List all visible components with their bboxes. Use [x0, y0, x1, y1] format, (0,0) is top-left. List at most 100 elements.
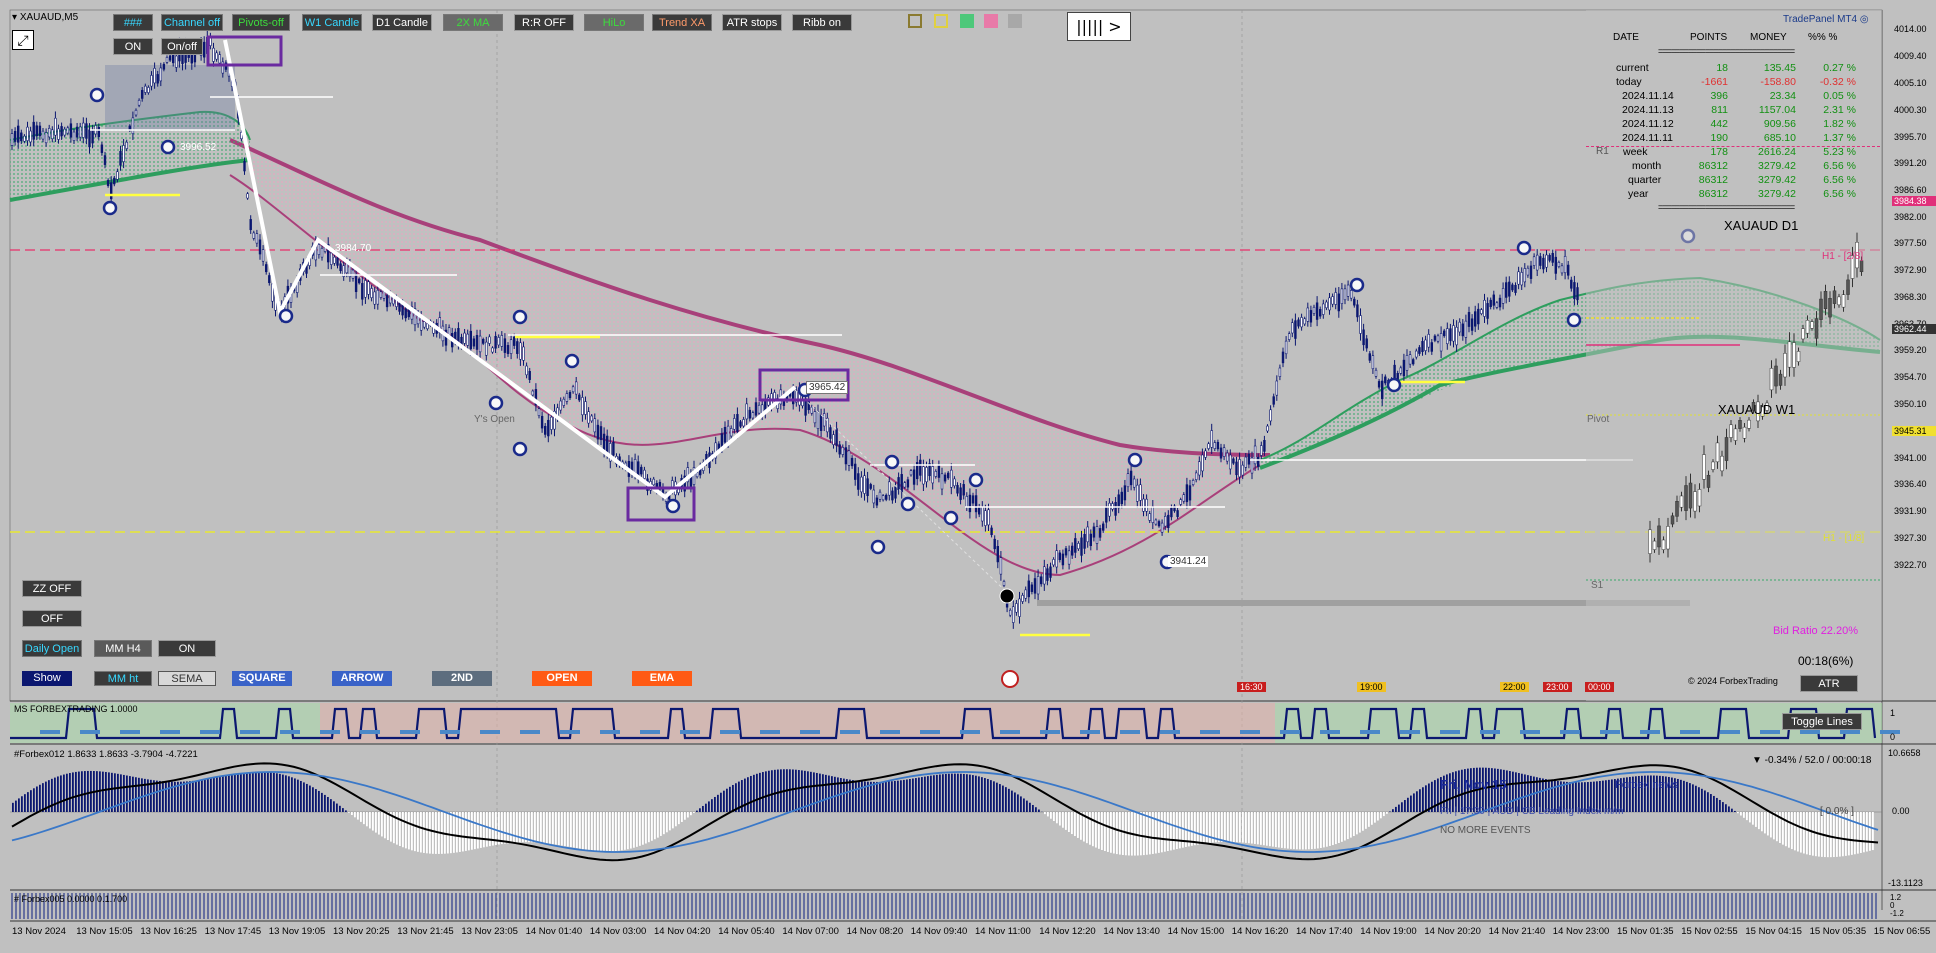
atr-button[interactable]: ATR — [1800, 675, 1858, 692]
price-note-3984: 3984.70 — [335, 243, 372, 254]
2nd-button[interactable]: 2ND — [432, 671, 492, 686]
candle-body — [1334, 292, 1337, 305]
candle-body — [1539, 256, 1542, 266]
mm-ht-button[interactable]: MM ht — [94, 671, 152, 686]
time-tick: 15 Nov 05:35 — [1809, 926, 1867, 937]
candle-body — [943, 474, 947, 482]
histogram-bar — [831, 776, 833, 812]
histogram-bar — [1464, 769, 1466, 812]
color-swatch-4[interactable] — [984, 14, 998, 28]
trade-row-date: today — [1616, 76, 1642, 88]
candle-body — [150, 75, 153, 87]
open-button[interactable]: OPEN — [532, 671, 592, 686]
d1-candle-button[interactable]: D1 Candle — [372, 14, 432, 31]
candle-body — [29, 130, 32, 143]
histogram-bar — [777, 769, 779, 812]
color-swatch-1[interactable] — [908, 14, 922, 28]
candle-body — [364, 280, 367, 298]
expand-icon[interactable]: ⤢ — [12, 30, 34, 50]
show-button[interactable]: Show — [22, 671, 72, 686]
histogram-bar — [1686, 781, 1688, 812]
channel-off-button[interactable]: Channel off — [161, 14, 223, 31]
candle-body — [1492, 294, 1496, 306]
histogram-bar — [357, 812, 359, 820]
ema-button[interactable]: EMA — [632, 671, 692, 686]
sub1-marker — [1440, 730, 1460, 734]
histogram-bar — [1059, 812, 1061, 826]
histogram-bar — [810, 771, 812, 812]
histogram-bar — [1584, 782, 1586, 812]
color-swatch-2[interactable] — [934, 14, 948, 28]
sub1-marker — [680, 730, 700, 734]
w1-candle-button[interactable]: W1 Candle — [302, 14, 362, 31]
price-tick: 3922.70 — [1894, 560, 1927, 570]
candle-body — [1067, 550, 1071, 565]
sub1-marker — [1200, 730, 1220, 734]
w1-candle-body — [1729, 424, 1733, 438]
daily-open-button[interactable]: Daily Open — [22, 640, 82, 657]
2x-ma-button[interactable]: 2X MA — [443, 14, 503, 31]
sub1-marker — [1000, 730, 1020, 734]
on-button[interactable]: ON — [158, 640, 216, 657]
histogram-bar — [1263, 812, 1265, 846]
trade-row: 2024.11.14 396 23.34 0.05 % — [1588, 90, 1858, 104]
trend-xa-button[interactable]: Trend XA — [652, 14, 712, 31]
candle-body — [1263, 439, 1266, 452]
histogram-bar — [1377, 812, 1379, 821]
atr-stops-button[interactable]: ATR stops — [722, 14, 782, 31]
candle-body — [317, 244, 321, 255]
candle-body — [739, 421, 742, 427]
histogram-bar — [1560, 781, 1562, 812]
histogram-bar — [72, 772, 74, 812]
price-tick: 3986.60 — [1894, 185, 1927, 195]
histogram-bar — [1794, 812, 1796, 851]
toggle-lines-button[interactable]: Toggle Lines — [1782, 713, 1862, 730]
ribb-on-button[interactable]: Ribb on — [792, 14, 852, 31]
histogram-bar — [1620, 778, 1622, 812]
histogram-bar — [1182, 812, 1184, 848]
histogram-bar — [912, 778, 914, 812]
time-tick: 14 Nov 23:00 — [1552, 926, 1610, 937]
candle-body — [268, 275, 271, 284]
swing-marker — [1566, 312, 1582, 328]
zz-off-button[interactable]: ZZ OFF — [22, 580, 82, 597]
pivots-off-button[interactable]: Pivots-off — [232, 14, 290, 31]
candle-body — [75, 126, 79, 138]
arrow-button[interactable]: ARROW — [332, 671, 392, 686]
trade-row-date: 2024.11.11 — [1622, 132, 1673, 144]
candle-body — [51, 129, 54, 140]
swing-marker — [1516, 240, 1532, 256]
mm-h4-button[interactable]: MM H4 — [94, 640, 152, 657]
hilo-button[interactable]: HiLo — [584, 14, 644, 31]
histogram-bar — [540, 812, 542, 843]
candle-body — [748, 409, 752, 419]
candle-body — [537, 408, 541, 416]
color-swatch-3[interactable] — [960, 14, 974, 28]
trade-row-points: 86312 — [1698, 160, 1728, 172]
r-r-off-button[interactable]: R:R OFF — [514, 14, 574, 31]
candle-body — [962, 484, 965, 496]
sema-button[interactable]: SEMA — [158, 671, 216, 686]
on-toggle-button[interactable]: ON — [113, 38, 153, 55]
price-tick: 3936.40 — [1894, 479, 1927, 489]
histogram-bar — [396, 812, 398, 845]
histogram-bar — [1071, 812, 1073, 835]
histogram-bar — [1521, 773, 1523, 812]
histogram-bar — [681, 812, 683, 822]
off-button[interactable]: OFF — [22, 610, 82, 627]
histogram-bar — [801, 770, 803, 812]
on-off-toggle-button[interactable]: On/off — [161, 38, 203, 55]
-button[interactable]: ### — [113, 14, 153, 31]
candle-body — [506, 345, 510, 354]
candle-body — [23, 135, 26, 142]
square-button[interactable]: SQUARE — [232, 671, 292, 686]
panel-nav-button[interactable]: ||||| > — [1067, 12, 1131, 41]
histogram-bar — [108, 772, 110, 812]
candle-body — [116, 171, 119, 180]
trade-row-pct: 1.37 % — [1823, 132, 1856, 144]
color-swatch-5[interactable] — [1008, 14, 1022, 28]
histogram-bar — [936, 774, 938, 812]
candle-body — [1157, 521, 1161, 527]
histogram-bar — [363, 812, 365, 825]
